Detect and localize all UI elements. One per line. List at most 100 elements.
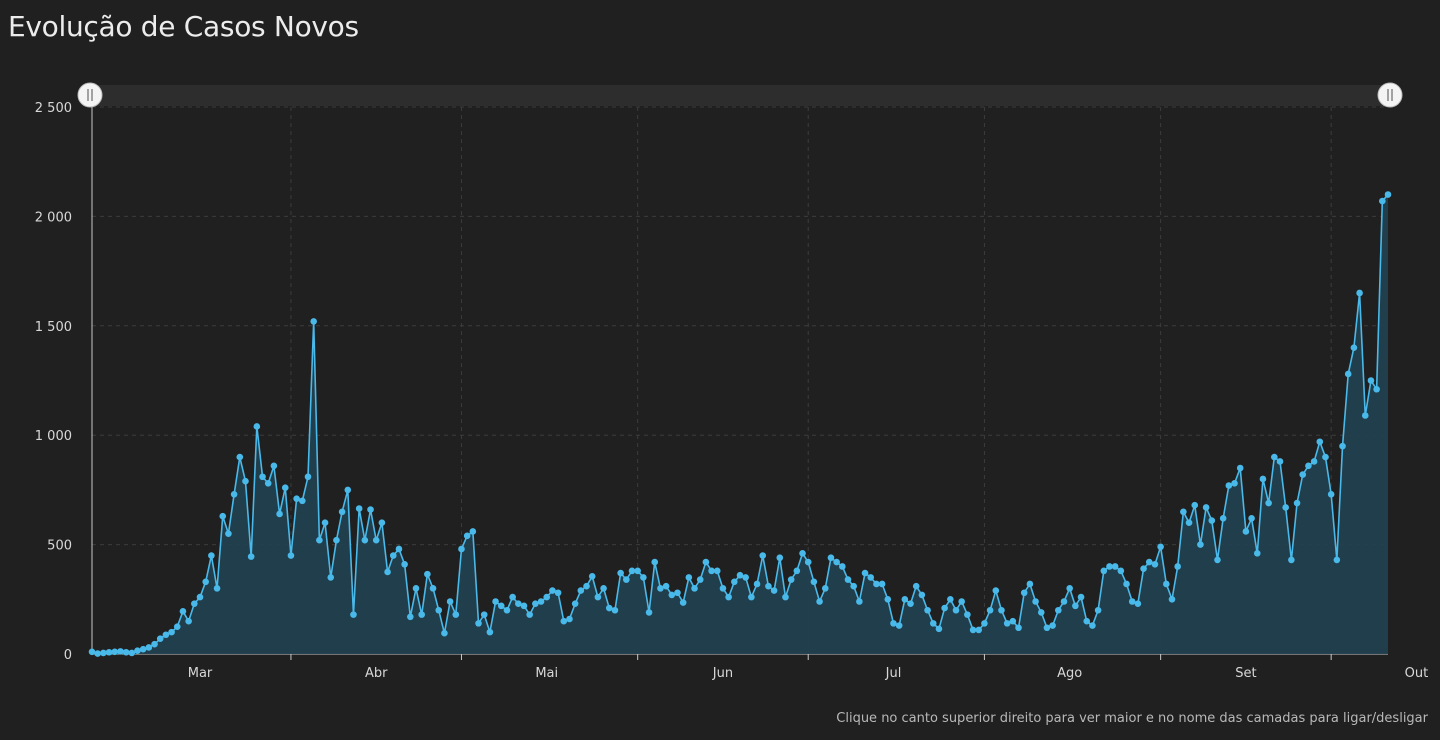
data-point [333,536,340,544]
data-point [645,609,653,616]
data-point [799,550,806,557]
data-point [1174,563,1181,570]
data-point [776,554,784,562]
data-point [901,596,909,603]
data-point [429,585,437,592]
data-point [509,593,516,601]
data-point [1032,598,1039,605]
data-point [1094,606,1102,614]
data-point [617,569,624,577]
data-point [708,567,715,575]
data-point [1259,475,1267,483]
data-point [810,578,818,586]
data-point [924,606,931,614]
data-point [1111,563,1119,570]
data-point [623,576,630,583]
data-point [151,640,158,648]
data-point [696,576,704,583]
data-point [787,576,795,583]
slider-handle-knob[interactable] [77,82,103,108]
x-tick-label: Abr [365,666,388,681]
data-point [1163,580,1170,588]
data-point [88,648,96,656]
data-point [1242,528,1250,535]
data-point [748,593,755,601]
data-point [117,648,124,655]
data-point [463,532,471,540]
data-point [179,608,187,615]
data-point [691,585,698,592]
data-point [856,598,863,605]
data-point [191,600,198,607]
data-point [1356,289,1363,297]
data-point [515,600,522,607]
data-point [1322,453,1329,461]
data-point [1276,458,1284,465]
x-tick-label: Jul [885,666,902,681]
data-point [816,598,823,605]
data-point [742,574,749,581]
data-point [1191,501,1199,509]
data-point [293,495,300,502]
x-tick-label: Out [1405,666,1429,681]
data-point [1157,543,1164,551]
data-point [873,580,880,588]
x-tick-label: Ago [1057,666,1082,681]
data-point [958,598,965,605]
data-point [225,530,232,537]
data-point [1361,412,1369,419]
data-point [736,571,744,579]
series-area [92,194,1388,654]
data-point [549,587,556,594]
data-point [833,558,840,566]
data-point [1271,453,1278,461]
data-point [759,552,767,559]
y-tick-label: 2 000 [35,210,72,225]
data-point [105,648,113,656]
data-point [952,606,960,614]
data-point [281,484,289,492]
data-point [1339,442,1346,450]
data-point [1077,593,1085,601]
data-point [731,578,738,586]
data-point [1197,541,1204,548]
data-point [770,587,778,594]
data-point [469,528,477,535]
data-point [571,600,579,607]
data-point [412,585,420,592]
data-point [236,453,244,461]
data-point [213,585,221,592]
data-point [526,611,533,618]
data-point [657,585,664,592]
data-point [884,596,892,603]
data-point [1003,620,1011,627]
data-point [1083,617,1091,625]
data-point [407,613,414,621]
slider-handle-knob[interactable] [1377,82,1403,108]
y-tick-label: 500 [47,539,72,554]
data-point [1026,580,1034,588]
range-slider-right-handle[interactable] [1377,82,1403,108]
data-point [1208,517,1216,524]
data-point [1180,508,1187,516]
data-point [537,598,545,605]
data-point [1145,558,1153,566]
x-tick-label: Mai [535,666,558,681]
data-point [1134,600,1142,607]
data-point [1060,598,1068,605]
range-slider-left-handle[interactable] [77,82,103,108]
data-point [713,567,721,575]
data-point [839,563,846,570]
data-point [185,617,192,625]
cases-chart[interactable]: 0 500 1 000 1 500 2 000 2 500 Mar Abr Mai Jun Jul A… [0,0,1440,700]
data-point [1305,462,1312,470]
y-tick-label: 1 500 [35,320,72,335]
data-point [1009,617,1017,625]
data-point [918,591,926,599]
data-point [1106,563,1113,570]
data-point [350,611,357,618]
data-point [139,645,147,653]
data-point [588,573,596,580]
data-point [435,606,443,614]
data-point [1282,504,1289,511]
